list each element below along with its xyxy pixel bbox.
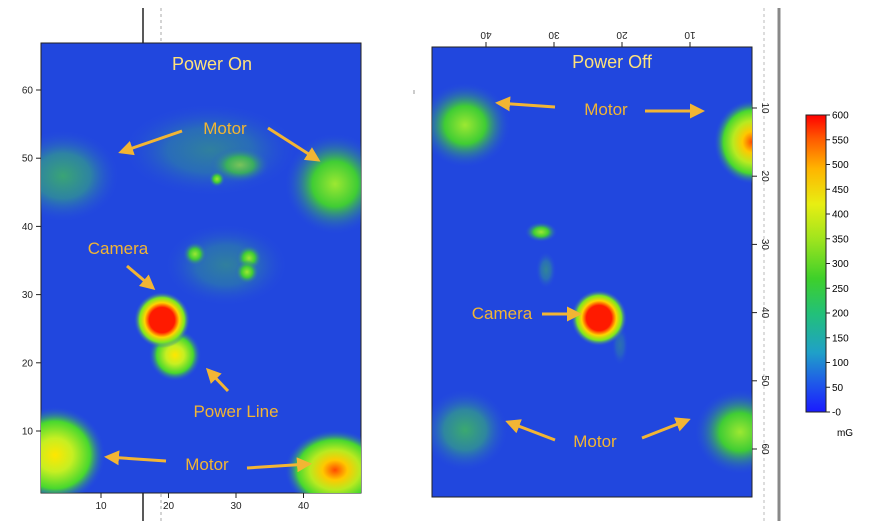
- colorbar-tick-label: -0: [832, 408, 841, 419]
- y-tick-label: 10: [22, 427, 34, 438]
- y-tick-label: 40: [759, 307, 770, 319]
- heat-blob: [432, 390, 507, 470]
- y-tick-label: 60: [759, 443, 770, 455]
- colorbar: 600 550 500 450 400 350 300 250 200 150 100 50 -0 mG: [805, 111, 853, 439]
- heat-blob: [432, 83, 510, 167]
- y-tick-label: 50: [22, 154, 34, 165]
- x-tick-label: 30: [230, 501, 242, 512]
- heat-blob: [41, 407, 105, 493]
- camera-hotspot: [134, 292, 190, 348]
- colorbar-ticks: 600 550 500 450 400 350 300 250 200 150 100 50 -0: [826, 111, 849, 419]
- power-off-title: Power Off: [572, 52, 653, 72]
- heat-blob: [536, 252, 556, 288]
- arrow: [126, 264, 156, 290]
- y-tick-label: 60: [22, 86, 34, 97]
- x-tick-label: 40: [298, 501, 310, 512]
- arrow: [641, 417, 691, 440]
- heat-blob: [714, 100, 752, 184]
- heat-blob: [166, 225, 286, 305]
- power-off-annotation-motor-bottom: Motor: [573, 432, 617, 451]
- arrow: [495, 96, 556, 112]
- power-on-annotation-power-line: Power Line: [193, 402, 278, 421]
- colorbar-tick-label: 450: [832, 185, 849, 196]
- y-tick-label: 20: [759, 171, 770, 183]
- arrow: [205, 367, 230, 393]
- heat-blob: [695, 390, 752, 474]
- heat-blob: [41, 131, 118, 221]
- heat-blob: [210, 147, 270, 183]
- colorbar-tick-label: 300: [832, 259, 849, 270]
- heat-blob: [209, 171, 225, 187]
- y-tick-label: 30: [22, 290, 34, 301]
- arrow: [118, 129, 183, 156]
- heat-blob: [235, 260, 259, 284]
- y-tick-label: 50: [759, 375, 770, 387]
- power-on-annotation-motor-top: Motor: [203, 119, 247, 138]
- heat-blob: [285, 430, 361, 493]
- colorbar-bar: [805, 114, 827, 413]
- x-tick-label: 10: [684, 29, 696, 40]
- power-on-heat: [41, 105, 361, 493]
- arrow: [104, 450, 167, 466]
- colorbar-unit: mG: [837, 428, 853, 439]
- y-tick-label: 40: [22, 222, 34, 233]
- y-tick-label: 30: [759, 239, 770, 251]
- power-off-annotation-camera: Camera: [472, 304, 533, 323]
- power-off-panel: 40 30 20 10 10 20 30 40 50 60 Power Off Motor Cam…: [431, 29, 770, 498]
- heat-blob: [183, 242, 207, 266]
- x-tick-label: 10: [95, 501, 107, 512]
- power-off-annotation-motor-top: Motor: [584, 100, 628, 119]
- x-tick-label: 40: [480, 29, 492, 40]
- power-off-heat: [432, 83, 752, 474]
- power-on-annotation-camera: Camera: [88, 239, 149, 258]
- y-tick-label: 10: [759, 102, 770, 114]
- y-tick-label: 20: [22, 358, 34, 369]
- x-tick-label: 20: [616, 29, 628, 40]
- power-on-title: Power On: [172, 54, 252, 74]
- power-off-axes: 40 30 20 10 10 20 30 40 50 60: [480, 29, 770, 455]
- arrow: [246, 457, 312, 473]
- arrow: [267, 126, 321, 162]
- colorbar-tick-label: 600: [832, 111, 849, 122]
- colorbar-tick-label: 500: [832, 160, 849, 171]
- colorbar-tick-label: 550: [832, 135, 849, 146]
- colorbar-tick-label: 350: [832, 234, 849, 245]
- camera-hotspot: [571, 290, 627, 346]
- power-on-panel: 10 20 30 40 10 20 30 40 50 60 Power On Motor Came…: [22, 42, 362, 513]
- heat-blob: [525, 222, 557, 242]
- colorbar-tick-label: 400: [832, 210, 849, 221]
- colorbar-tick-label: 200: [832, 309, 849, 320]
- x-tick-label: 30: [548, 29, 560, 40]
- power-on-annotation-motor-bottom: Motor: [185, 455, 229, 474]
- arrow: [505, 419, 556, 442]
- power-on-axes: 10 20 30 40 10 20 30 40 50 60: [22, 86, 310, 513]
- colorbar-tick-label: 250: [832, 284, 849, 295]
- x-tick-label: 20: [163, 501, 175, 512]
- colorbar-tick-label: 50: [832, 383, 844, 394]
- colorbar-tick-label: 100: [832, 358, 849, 369]
- colorbar-tick-label: 150: [832, 333, 849, 344]
